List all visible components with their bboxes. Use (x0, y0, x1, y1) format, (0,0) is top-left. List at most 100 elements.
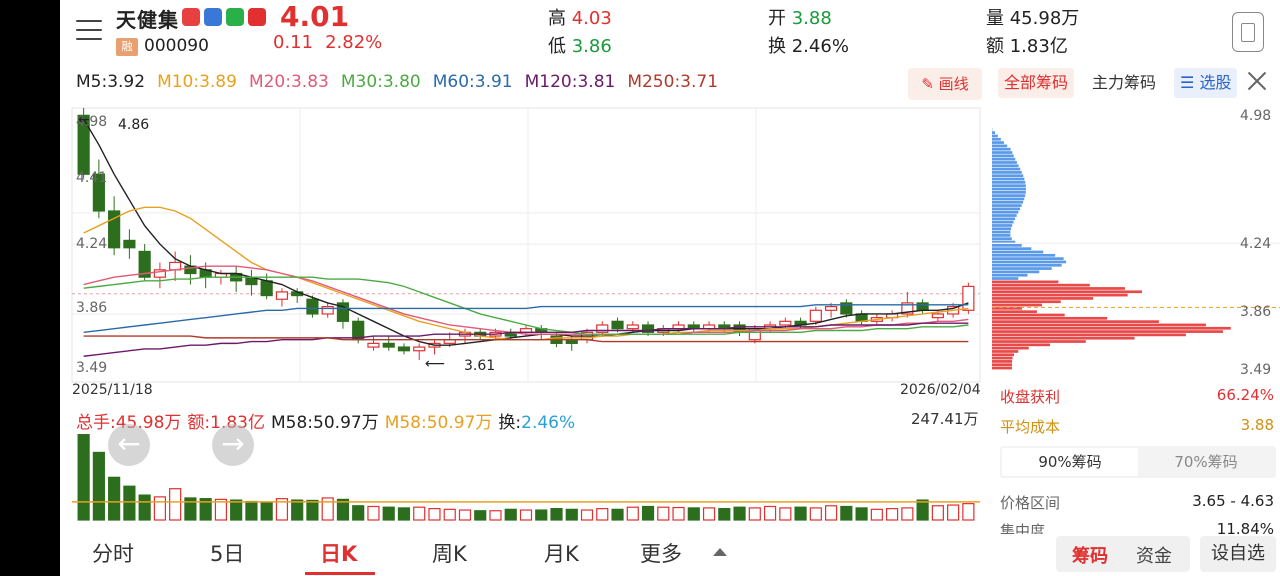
chip-bar (992, 220, 1014, 224)
chip-bar (992, 147, 1011, 151)
candle-body (779, 320, 792, 326)
chip-bar (992, 360, 1013, 363)
volume-bar (809, 507, 822, 521)
volume-bar (352, 505, 365, 521)
high-value: 4.03 (571, 8, 612, 29)
volume-bar (428, 508, 441, 521)
amount-label: 额 (986, 36, 1004, 57)
volume-bar (443, 508, 456, 521)
current-price: 4.01 (280, 0, 350, 33)
chip-bar (992, 181, 1026, 184)
chip-bar (992, 343, 1050, 347)
draw-line-label: 画线 (938, 75, 969, 93)
candle-body (962, 285, 975, 311)
chip-bar (992, 320, 1159, 323)
tag-icons (182, 8, 270, 26)
tab-main-chips[interactable]: 主力筹码 (1092, 73, 1157, 92)
stock-name: 天健集 (116, 8, 179, 32)
price-range-value: 3.65 - 4.63 (1192, 492, 1274, 510)
chip-bar (992, 310, 1037, 314)
volume-chart[interactable] (60, 428, 982, 522)
turnover-value: 2.46% (791, 36, 849, 57)
ma-line (83, 304, 969, 334)
draw-line-button[interactable]: ✎ 画线 (908, 68, 982, 100)
volume-bar (199, 498, 212, 521)
dist-axis-label: 4.98 (1240, 108, 1272, 124)
chip-bar (992, 190, 1026, 194)
change-value: 0.11 (273, 32, 314, 53)
candle-body (641, 324, 655, 333)
chevron-up-icon[interactable] (713, 548, 727, 556)
candle-body (123, 239, 136, 249)
add-watchlist-button[interactable]: 设自选 (1200, 536, 1276, 572)
chip-bar (992, 151, 1013, 154)
tab-more[interactable]: 更多 (640, 542, 682, 566)
volume-bar (291, 499, 304, 521)
candle-body (931, 313, 944, 319)
tab-monthly-k[interactable]: 月K (544, 542, 579, 566)
open-value: 3.88 (791, 8, 832, 29)
tab-weekly-k[interactable]: 周K (432, 542, 467, 566)
candle-body (306, 298, 319, 315)
tab-intraday[interactable]: 分时 (92, 542, 134, 566)
hot-tag-icon (248, 8, 266, 26)
chip-bar (992, 227, 1012, 231)
volume-bar (397, 507, 411, 521)
volume-bar (123, 485, 136, 521)
chip-bar (992, 174, 1024, 178)
next-arrow-icon[interactable]: → (212, 424, 254, 466)
change-percent: 2.82% (325, 32, 383, 53)
volume-bar (855, 507, 868, 521)
volume-bar (275, 498, 289, 521)
candle-body (153, 269, 166, 278)
chips-toggle[interactable]: 筹码 (1072, 546, 1108, 567)
rotate-screen-icon[interactable] (1232, 12, 1264, 52)
prev-arrow-icon[interactable]: ← (108, 424, 150, 466)
chip-bar (992, 230, 1011, 234)
candle-body (108, 210, 121, 249)
tab-5day[interactable]: 5日 (210, 542, 245, 566)
volume-legend-item: M58:50.97万 (384, 413, 493, 433)
chip-bar (992, 333, 1186, 337)
volume-bar (382, 506, 395, 521)
chip-bar (992, 300, 1061, 304)
chip-bar (992, 224, 1013, 227)
candlestick-chart[interactable] (60, 104, 982, 404)
volume-bar (153, 496, 166, 521)
tab-90-chips[interactable]: 90%筹码 (1002, 448, 1138, 476)
volume-bar (489, 510, 502, 521)
volume-bar (580, 509, 594, 521)
ma-line (83, 265, 969, 335)
price-range-label: 价格区间 (1000, 494, 1061, 512)
chip-bar (992, 257, 1064, 260)
candle-body (260, 280, 273, 297)
chip-bar (992, 157, 1016, 161)
candle-body (77, 114, 90, 175)
tab-70-chips[interactable]: 70%筹码 (1174, 453, 1238, 471)
margin-badge: 融 (116, 38, 138, 56)
profit-label: 收盘获利 (1000, 388, 1061, 406)
volume-bar (169, 488, 182, 521)
open-quote: 开 3.88 (768, 4, 832, 30)
tab-daily-k[interactable]: 日K (320, 542, 358, 566)
chip-bar (992, 237, 1012, 241)
volume-bar (626, 506, 639, 521)
volume-bar (947, 504, 960, 521)
volume-bar (657, 506, 670, 521)
close-icon[interactable] (1246, 70, 1268, 92)
funds-toggle[interactable]: 资金 (1136, 546, 1172, 567)
chip-bar (992, 167, 1021, 171)
volume-bar (886, 508, 899, 521)
tab-all-chips[interactable]: 全部筹码 (998, 68, 1075, 98)
low-value: 3.86 (571, 36, 612, 57)
chip-bar (992, 336, 1135, 340)
volume-bar (184, 497, 197, 521)
chip-bar (992, 340, 1086, 343)
volume-bar (779, 507, 792, 521)
price-axis-label: 3.49 (76, 360, 108, 376)
stock-picker-button[interactable]: ☰ 选股 (1174, 68, 1238, 98)
volume-bar (367, 505, 380, 521)
menu-icon[interactable] (76, 20, 102, 42)
volume-bar (230, 499, 243, 521)
chip-bar (992, 247, 1032, 251)
